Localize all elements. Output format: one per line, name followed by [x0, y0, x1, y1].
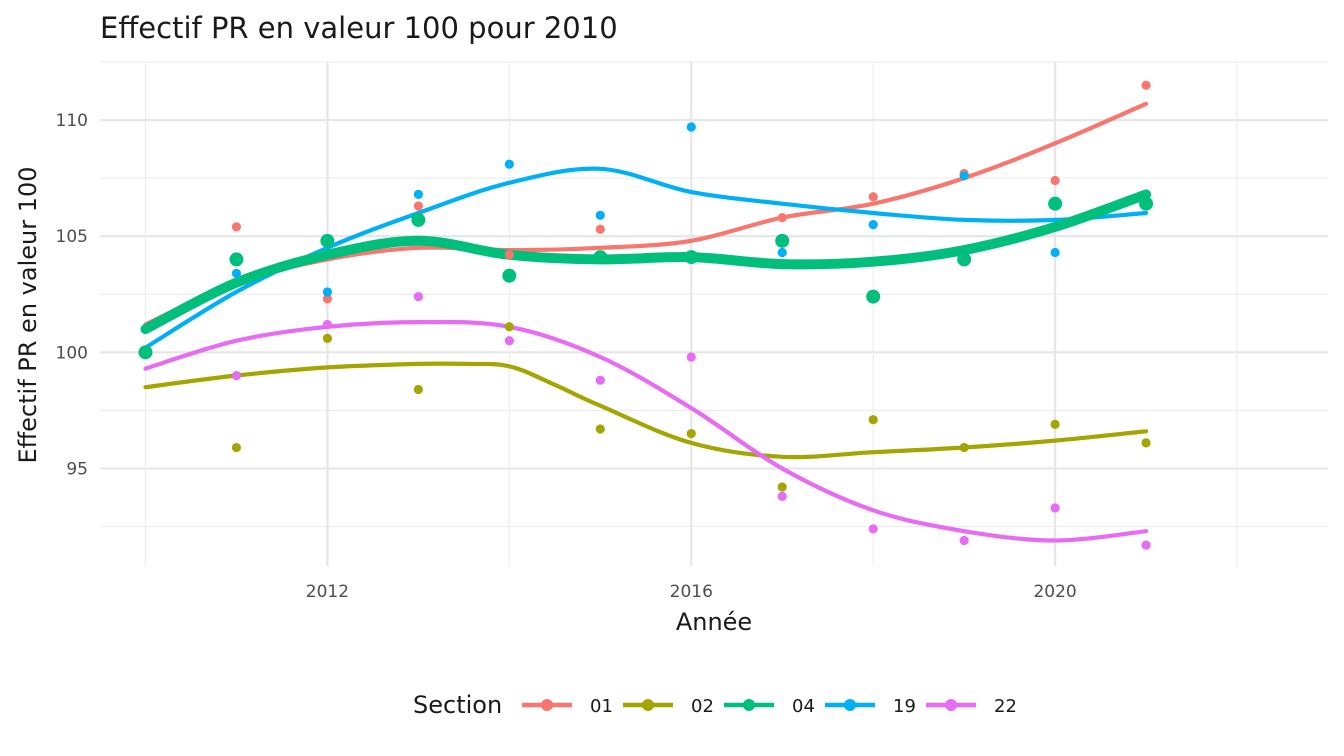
point-19: [595, 210, 605, 220]
point-01: [1141, 80, 1151, 90]
y-tick-label: 105: [56, 227, 88, 247]
point-04: [229, 252, 244, 267]
chart-title: Effectif PR en valeur 100 pour 2010: [100, 11, 618, 45]
point-04: [411, 212, 426, 227]
point-22: [322, 319, 333, 330]
point-04: [775, 233, 790, 248]
trend-line-22: [143, 319, 1149, 543]
point-22: [868, 524, 878, 534]
x-tick-label: 2012: [306, 582, 349, 602]
x-tick-label: 2020: [1033, 582, 1076, 602]
point-19: [322, 287, 333, 297]
x-tick-label: 2016: [670, 582, 713, 602]
point-19: [959, 171, 969, 181]
point-04: [593, 250, 608, 265]
point-19: [413, 189, 423, 199]
legend-label-02: 02: [691, 696, 714, 717]
point-19: [868, 219, 878, 230]
point-01: [868, 192, 878, 202]
legend-key-dot-04: [743, 699, 755, 711]
point-04: [320, 233, 335, 248]
legend: Section 01 02 04 19 22: [413, 691, 1017, 719]
point-22: [231, 370, 242, 381]
grid: [100, 61, 1328, 566]
x-axis-ticks: 2012 2016 2020: [306, 582, 1077, 602]
point-01: [1050, 175, 1060, 186]
y-axis-ticks: 95 100 105 110: [56, 111, 88, 479]
legend-title: Section: [413, 691, 502, 719]
point-19: [686, 122, 696, 132]
point-02: [322, 333, 333, 343]
point-01: [413, 201, 423, 211]
point-19: [231, 268, 242, 278]
legend-label-01: 01: [590, 696, 613, 717]
point-19: [1050, 247, 1060, 258]
y-tick-label: 95: [66, 459, 88, 479]
legend-key-dot-01: [541, 699, 553, 711]
point-04: [684, 250, 699, 265]
point-02: [595, 424, 605, 434]
point-02: [777, 482, 787, 492]
point-01: [777, 213, 787, 223]
point-04: [138, 345, 153, 360]
x-axis-title: Année: [676, 608, 752, 636]
point-01: [595, 224, 605, 234]
trend-line-04: [140, 189, 1152, 335]
point-04: [1139, 196, 1154, 211]
legend-key-dot-22: [945, 699, 957, 711]
point-04: [957, 252, 972, 267]
legend-key-dot-02: [642, 699, 654, 711]
point-02: [504, 322, 514, 332]
point-01: [322, 294, 333, 304]
point-01: [231, 222, 242, 232]
point-22: [1141, 540, 1151, 550]
point-22: [959, 535, 969, 546]
point-02: [868, 415, 878, 425]
point-19: [777, 247, 787, 258]
point-02: [231, 442, 242, 453]
legend-label-04: 04: [792, 696, 815, 717]
point-02: [959, 442, 969, 453]
point-04: [502, 268, 517, 283]
point-02: [1050, 419, 1060, 429]
point-04: [866, 289, 881, 304]
point-02: [1141, 438, 1151, 448]
point-22: [504, 336, 514, 346]
point-22: [777, 491, 787, 501]
point-22: [686, 352, 696, 362]
data-points: [138, 80, 1154, 550]
point-19: [504, 159, 514, 169]
point-22: [413, 291, 423, 302]
trend-line-01: [143, 101, 1149, 327]
y-tick-label: 100: [56, 343, 88, 363]
point-02: [413, 384, 423, 395]
point-22: [595, 375, 605, 385]
point-22: [1050, 503, 1060, 513]
trend-lines: [140, 101, 1152, 543]
point-01: [504, 250, 514, 260]
y-axis-title: Effectif PR en valeur 100: [14, 166, 42, 463]
point-02: [686, 429, 696, 439]
y-tick-label: 110: [56, 111, 88, 131]
point-04: [1048, 196, 1063, 211]
legend-label-19: 19: [893, 696, 916, 717]
legend-key-dot-19: [844, 699, 856, 711]
legend-label-22: 22: [994, 696, 1017, 717]
